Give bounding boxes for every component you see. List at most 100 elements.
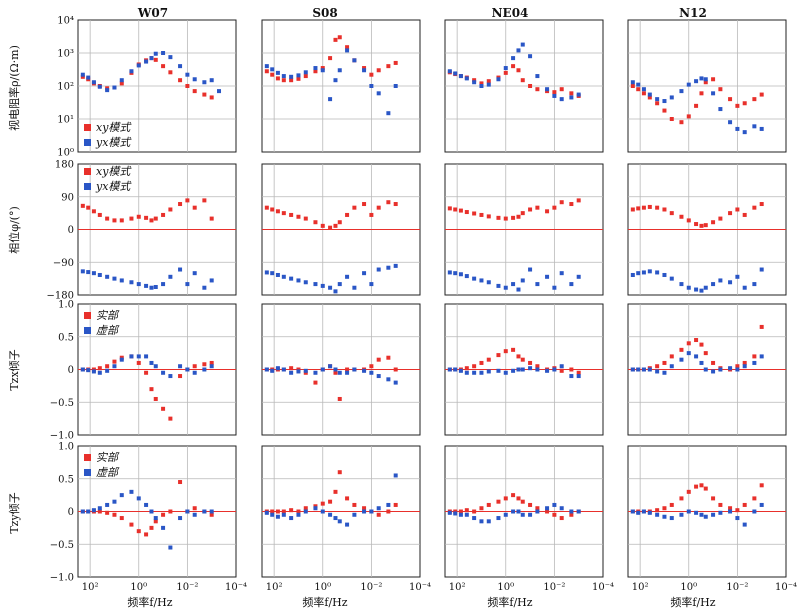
data-point-yx <box>91 80 96 85</box>
data-point-im <box>352 367 357 372</box>
data-point-im <box>559 506 564 511</box>
data-point-xy <box>669 211 674 216</box>
data-point-im <box>362 509 367 514</box>
data-point-yx <box>345 48 350 53</box>
data-point-yx <box>735 126 740 131</box>
data-point-yx <box>386 111 391 116</box>
data-point-im <box>168 374 173 379</box>
panel-Tzx-ne04 <box>444 303 604 436</box>
data-point-yx <box>337 282 342 287</box>
data-point-xy <box>281 211 286 216</box>
data-point-xy <box>161 212 166 217</box>
data-point-yx <box>270 67 275 72</box>
legend-label: 实部 <box>96 309 120 322</box>
data-point-im <box>192 370 197 375</box>
data-point-yx <box>545 87 550 92</box>
data-point-re <box>516 496 521 501</box>
data-point-re <box>742 502 747 507</box>
data-point-im <box>655 512 660 517</box>
data-point-xy <box>328 56 333 61</box>
panel-rho-ne04 <box>444 19 604 153</box>
data-point-re <box>178 374 183 379</box>
data-point-xy <box>296 76 301 81</box>
x-tick-label: 10² <box>82 582 99 593</box>
data-point-xy <box>313 220 318 225</box>
data-point-im <box>464 370 469 375</box>
data-point-yx <box>728 280 733 285</box>
data-point-xy <box>655 205 660 210</box>
data-point-yx <box>105 88 110 93</box>
data-point-re <box>472 364 477 369</box>
data-point-im <box>472 370 477 375</box>
data-point-re <box>136 360 141 365</box>
data-point-xy <box>479 81 484 86</box>
legend-label: 实部 <box>96 451 120 464</box>
data-point-re <box>209 360 214 365</box>
legend-label: 虚部 <box>96 324 120 337</box>
data-point-im <box>185 509 190 514</box>
data-point-xy <box>289 212 294 217</box>
data-point-yx <box>185 282 190 287</box>
data-point-xy <box>728 211 733 216</box>
data-point-im <box>320 509 325 514</box>
data-point-xy <box>345 212 350 217</box>
data-point-xy <box>91 209 96 214</box>
data-point-im <box>91 508 96 513</box>
x-tick-label: 10⁻⁴ <box>225 582 247 593</box>
data-point-yx <box>552 93 557 98</box>
data-point-im <box>352 512 357 517</box>
data-point-re <box>669 354 674 359</box>
data-point-yx <box>178 64 183 69</box>
data-point-re <box>313 380 318 385</box>
data-point-im <box>486 519 491 524</box>
data-point-re <box>679 347 684 352</box>
data-point-yx <box>479 84 484 88</box>
data-point-xy <box>168 70 173 75</box>
data-point-re <box>105 510 110 515</box>
data-point-yx <box>112 276 117 281</box>
data-point-xy <box>369 72 374 77</box>
data-point-im <box>270 368 275 373</box>
data-point-yx <box>161 51 166 55</box>
data-point-re <box>576 370 581 375</box>
data-point-im <box>136 496 141 501</box>
data-point-xy <box>264 205 269 210</box>
y-tick-label: 1.0 <box>58 442 74 453</box>
data-point-yx <box>320 283 325 288</box>
data-point-xy <box>161 64 166 69</box>
data-point-im <box>97 370 102 375</box>
data-point-im <box>576 374 581 379</box>
data-point-yx <box>496 283 501 288</box>
data-point-xy <box>662 207 667 212</box>
data-point-xy <box>362 66 367 71</box>
x-tick-label: 10⁰ <box>497 582 514 593</box>
data-point-xy <box>270 207 275 212</box>
legend-swatch <box>84 139 91 146</box>
data-point-yx <box>559 271 564 276</box>
data-point-im <box>144 502 149 507</box>
data-point-yx <box>192 271 197 276</box>
data-point-yx <box>86 75 91 80</box>
data-point-im <box>735 367 740 372</box>
data-point-yx <box>569 95 574 100</box>
data-point-yx <box>144 283 149 288</box>
data-point-im <box>759 354 764 359</box>
data-point-yx <box>535 74 540 79</box>
data-point-xy <box>752 97 757 102</box>
data-point-yx <box>217 89 222 94</box>
data-point-im <box>209 364 214 369</box>
data-point-im <box>520 367 525 372</box>
data-point-xy <box>270 72 275 77</box>
data-point-re <box>328 499 333 504</box>
data-point-im <box>105 502 110 507</box>
data-point-yx <box>464 76 469 81</box>
data-point-yx <box>362 271 367 276</box>
data-point-im <box>662 370 667 375</box>
data-point-yx <box>458 74 463 79</box>
data-point-yx <box>503 66 508 71</box>
data-point-xy <box>369 212 374 217</box>
ylabel-phase: 相位φ/(°) <box>7 206 21 254</box>
data-point-yx <box>168 274 173 279</box>
data-point-yx <box>296 278 301 283</box>
data-point-im <box>328 512 333 517</box>
